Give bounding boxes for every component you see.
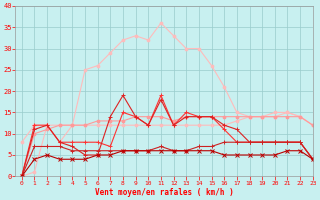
- X-axis label: Vent moyen/en rafales ( km/h ): Vent moyen/en rafales ( km/h ): [95, 188, 234, 197]
